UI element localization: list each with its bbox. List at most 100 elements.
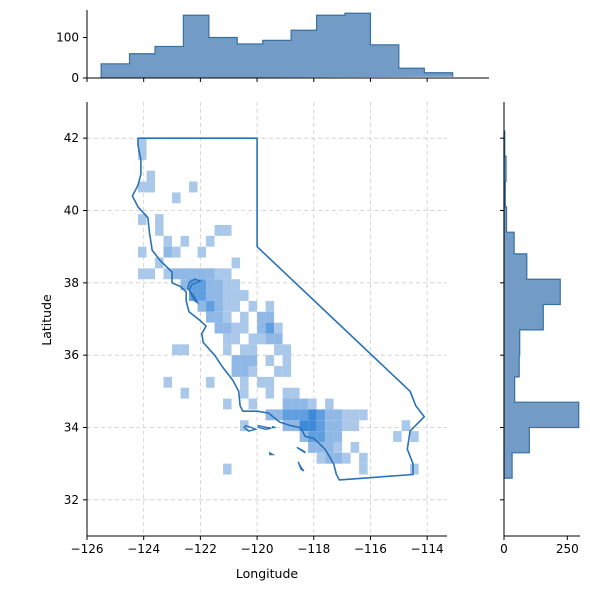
island-outline	[257, 424, 272, 431]
heatmap-cell	[325, 431, 334, 442]
heatmap-cell	[231, 257, 241, 269]
heatmap-cell	[248, 355, 258, 367]
heatmap-cell	[240, 376, 249, 388]
bay-outline	[186, 278, 203, 305]
heatmap-cell	[206, 311, 215, 323]
heatmap-cell	[265, 333, 275, 345]
heatmap-cell	[265, 322, 275, 334]
x-tick-label: −114	[411, 542, 444, 556]
heatmap-cell	[189, 181, 198, 193]
heatmap-cell	[163, 235, 173, 247]
heatmap-cell	[410, 431, 419, 442]
island-outline	[269, 451, 276, 456]
heatmap-cell	[206, 268, 215, 280]
y-tick-label: 36	[64, 348, 79, 362]
heatmap-cell	[214, 290, 224, 301]
heatmap-cell	[316, 431, 326, 442]
heatmap-cell	[223, 333, 232, 345]
heatmap-cell	[350, 441, 360, 453]
heatmap-cell	[291, 409, 300, 421]
heatmap-cell	[248, 300, 258, 312]
x-tick-label: −118	[297, 542, 330, 556]
heatmap-cell	[223, 322, 232, 334]
heatmap-cell	[359, 463, 368, 475]
heatmap-cell	[231, 290, 241, 301]
heatmap-cell	[350, 409, 360, 421]
heatmap-cell	[299, 431, 309, 442]
heatmap-cell	[342, 409, 351, 421]
x-tick-label: −120	[241, 542, 274, 556]
heatmap-cell	[265, 355, 275, 367]
heatmap-cell	[155, 257, 164, 269]
heatmap-cell	[155, 224, 164, 236]
heatmap-cell	[282, 355, 292, 367]
heatmap-cell	[206, 235, 215, 247]
x-tick-label: −116	[354, 542, 387, 556]
heatmap-cell	[231, 279, 241, 291]
heatmap-cell	[308, 398, 317, 410]
heatmap-cell	[274, 322, 283, 334]
heatmap-cell	[333, 420, 343, 432]
heatmap-cell	[138, 246, 147, 258]
heatmap-cell	[240, 290, 249, 301]
california-outline	[131, 137, 426, 481]
heatmap-cell	[333, 452, 343, 464]
heatmap-cell	[223, 290, 232, 301]
y-tick-label: 32	[64, 493, 79, 507]
heatmap-cell	[180, 279, 190, 291]
heatmap-cell	[180, 235, 190, 247]
heatmap-cell	[248, 344, 258, 356]
heatmap-cell	[214, 300, 224, 312]
heatmap-cell	[206, 376, 215, 388]
heatmap-cell	[240, 366, 249, 377]
heatmap-cell	[214, 311, 224, 323]
heatmap-cell	[172, 192, 181, 204]
heatmap-cell	[282, 420, 292, 432]
heatmap-cell	[316, 409, 326, 421]
heatmap-cell	[291, 387, 300, 399]
heatmap-cell	[138, 268, 147, 280]
heatmap-cell	[265, 387, 275, 399]
heatmap-cell	[248, 333, 258, 345]
heatmap-cell	[308, 441, 317, 453]
y-tick-label: 40	[64, 204, 79, 218]
heatmap-cell	[299, 398, 309, 410]
main-axes: −126 −124 −122 −120 −118 −116 −114 32 34 36 38 40 42	[64, 102, 447, 556]
heatmap-cell	[359, 452, 368, 464]
heatmap-cell	[265, 311, 275, 323]
heatmap-cell	[155, 214, 164, 225]
heatmap-cell	[308, 420, 317, 432]
heatmap-cell	[223, 398, 232, 410]
top-hist-y-tick-label: 0	[71, 71, 79, 85]
heatmap-cell	[163, 246, 173, 258]
heatmap-cell	[223, 224, 232, 236]
heatmap-cell	[325, 452, 334, 464]
heatmap-cell	[240, 355, 249, 367]
heatmap-cell	[274, 409, 283, 421]
heatmap-cell	[146, 170, 156, 182]
heatmap-cell	[206, 279, 215, 291]
heatmap-cell	[257, 322, 266, 334]
heatmap-cell	[393, 431, 402, 442]
heatmap-cell	[214, 322, 224, 334]
heatmap-cell	[223, 344, 232, 356]
heatmap-cell	[257, 333, 266, 345]
island-outline	[272, 425, 276, 429]
heatmap-cell	[231, 300, 241, 312]
heatmap-cell	[274, 344, 283, 356]
heatmap-cell	[172, 268, 181, 280]
heatmap-cell	[223, 300, 232, 312]
heatmap-cell	[231, 333, 241, 345]
heatmap-cell	[316, 452, 326, 464]
heatmap-cell	[257, 311, 266, 323]
heatmap-cell	[342, 420, 351, 432]
heatmap-cell	[274, 333, 283, 345]
heatmap-cell	[308, 431, 317, 442]
x-tick-label: −126	[71, 542, 104, 556]
heatmap-cell	[308, 409, 317, 421]
heatmap-cell	[325, 409, 334, 421]
heatmap-cell	[325, 398, 334, 410]
heatmap-cell	[282, 366, 292, 377]
heatmap-cell	[299, 420, 309, 432]
